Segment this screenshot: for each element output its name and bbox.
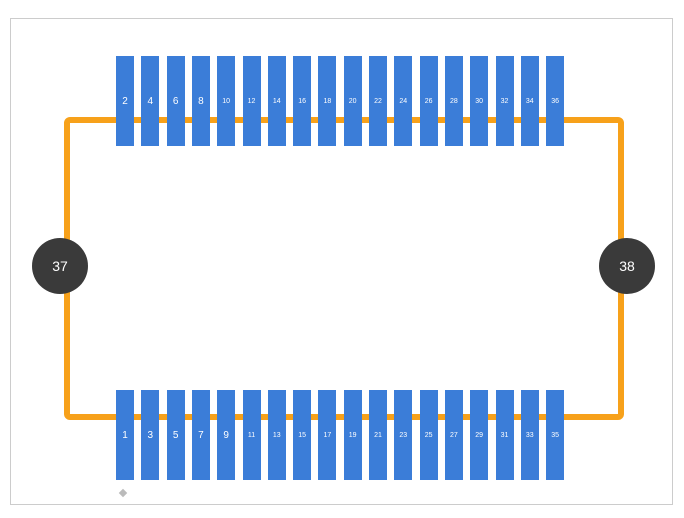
footprint-canvas: 2468101214161820222426283032343613579111… [0,0,684,518]
pad-9: 9 [217,390,235,480]
pad-5: 5 [167,390,185,480]
pad-15: 15 [293,390,311,480]
pad-33: 33 [521,390,539,480]
hole-37: 37 [32,238,88,294]
pad-36: 36 [546,56,564,146]
pad-26: 26 [420,56,438,146]
pad-30: 30 [470,56,488,146]
pad-8: 8 [192,56,210,146]
pad-27: 27 [445,390,463,480]
pad-10: 10 [217,56,235,146]
pad-18: 18 [318,56,336,146]
pad-31: 31 [496,390,514,480]
pad-13: 13 [268,390,286,480]
pad-19: 19 [344,390,362,480]
pad-23: 23 [394,390,412,480]
pad-7: 7 [192,390,210,480]
pad-11: 11 [243,390,261,480]
pad-28: 28 [445,56,463,146]
pad-24: 24 [394,56,412,146]
pad-21: 21 [369,390,387,480]
hole-38: 38 [599,238,655,294]
pad-32: 32 [496,56,514,146]
pad-16: 16 [293,56,311,146]
pad-34: 34 [521,56,539,146]
pad-25: 25 [420,390,438,480]
pad-1: 1 [116,390,134,480]
pad-12: 12 [243,56,261,146]
pad-29: 29 [470,390,488,480]
pad-3: 3 [141,390,159,480]
pad-2: 2 [116,56,134,146]
pad-6: 6 [167,56,185,146]
pad-4: 4 [141,56,159,146]
pad-22: 22 [369,56,387,146]
pad-35: 35 [546,390,564,480]
pad-17: 17 [318,390,336,480]
pad-20: 20 [344,56,362,146]
pad-14: 14 [268,56,286,146]
package-outline [64,117,624,420]
